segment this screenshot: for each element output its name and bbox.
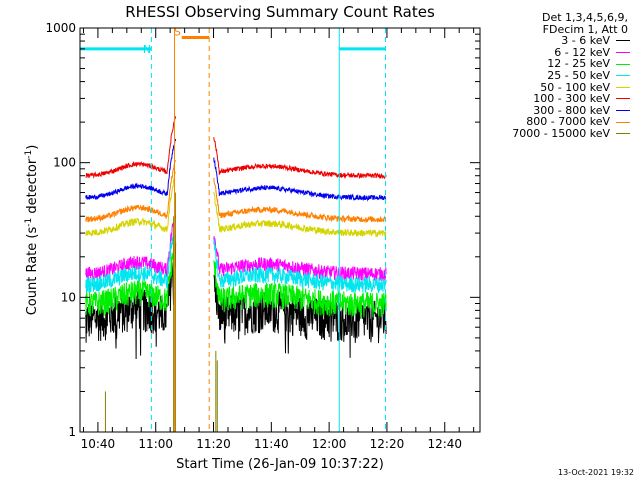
legend-entry-label: 3 - 6 keV — [561, 34, 610, 48]
legend-entry: 12 - 25 keV — [480, 58, 630, 70]
legend-entry-label: 100 - 300 keV — [533, 92, 610, 106]
plot-area: NS — [80, 26, 387, 432]
x-tick-label: 12:20 — [370, 437, 405, 451]
x-tick-label: 11:40 — [254, 437, 289, 451]
y-tick-label: 1 — [68, 425, 76, 439]
legend-entry: 6 - 12 keV — [480, 47, 630, 59]
legend-swatch — [616, 121, 630, 123]
y-axis-label: Count Rate (s-1 detector-1) — [24, 145, 40, 316]
series-line-post-gap — [213, 260, 387, 318]
legend-entry: 3 - 6 keV — [480, 35, 630, 47]
series-line-post-gap — [213, 238, 387, 294]
y-tick-label: 100 — [53, 156, 76, 170]
series-line-pre-gap — [85, 138, 177, 201]
legend-entry-label: 25 - 50 keV — [547, 68, 610, 82]
series-line-post-gap — [213, 137, 387, 180]
x-axis-label: Start Time (26-Jan-09 10:37:22) — [176, 457, 384, 472]
y-axis-label-main: Count Rate (s — [25, 227, 40, 316]
y-axis-label-end: ) — [25, 145, 40, 150]
series-line-pre-gap — [85, 159, 177, 223]
series-12-25kev — [85, 234, 387, 318]
legend-entry: 100 - 300 keV — [480, 93, 630, 105]
legend-swatch — [616, 86, 630, 88]
series-line-pre-gap — [85, 234, 177, 318]
y-axis-label-mid: detector — [25, 158, 40, 218]
x-tick-label: 12:40 — [427, 437, 462, 451]
legend-entry-label: 12 - 25 keV — [547, 57, 610, 71]
legend-entry: 300 - 800 keV — [480, 105, 630, 117]
flag-label-s: S — [174, 26, 181, 39]
flag-label-n: N — [143, 43, 151, 56]
legend-entry-label: 7000 - 15000 keV — [512, 126, 610, 140]
legend-swatch — [616, 52, 630, 54]
x-tick-label: 11:00 — [138, 437, 173, 451]
x-tick-label: 11:20 — [196, 437, 231, 451]
legend-entry: 7000 - 15000 keV — [480, 128, 630, 140]
x-tick-label: 12:00 — [312, 437, 347, 451]
legend-entry-label: 6 - 12 keV — [554, 45, 610, 59]
series-line-post-gap — [213, 236, 387, 282]
legend-swatch — [616, 63, 630, 65]
series-line-post-gap — [213, 177, 387, 224]
series-100-300kev — [85, 116, 387, 180]
series-800-7000kev — [85, 159, 387, 224]
legend-entry-label: 50 - 100 keV — [540, 80, 610, 94]
series-300-800kev — [85, 138, 387, 202]
series-50-100kev — [85, 171, 387, 238]
y-tick-label: 1000 — [45, 21, 76, 35]
legend-swatch — [616, 98, 630, 100]
series-25-50kev — [85, 217, 387, 294]
legend-entry: 50 - 100 keV — [480, 80, 630, 94]
y-axis-label-sup1: -1 — [24, 218, 34, 227]
legend-swatch — [616, 75, 630, 77]
plot-frame — [79, 27, 481, 433]
axes: 1 10 100 1000 10:40 11:00 11:20 11:40 12:00 12:20… — [45, 21, 481, 451]
y-tick-label: 10 — [61, 290, 76, 304]
series-line-pre-gap — [85, 217, 177, 293]
legend-swatch — [616, 110, 630, 112]
legend-entry: 800 - 7000 keV — [480, 116, 630, 128]
series-line-pre-gap — [85, 171, 177, 237]
series-line-post-gap — [213, 157, 387, 202]
series-line-post-gap — [213, 191, 387, 238]
legend-swatch — [616, 40, 630, 42]
y-axis-label-sup2: -1 — [24, 150, 34, 159]
legend: Det 1,3,4,5,6,9, FDecim 1, Att 0 3 - 6 k… — [480, 12, 630, 140]
chart-title: RHESSI Observing Summary Count Rates — [125, 3, 435, 21]
x-tick-label: 10:40 — [81, 437, 116, 451]
series-line-pre-gap — [85, 116, 177, 180]
legend-entries: 3 - 6 keV 6 - 12 keV 12 - 25 keV 25 - 50 ke… — [480, 35, 630, 139]
legend-entry: 25 - 50 keV — [480, 70, 630, 82]
series-7000-15000kev — [104, 192, 218, 432]
legend-entry-label: 800 - 7000 keV — [526, 115, 610, 129]
legend-swatch — [616, 133, 630, 135]
footer-timestamp: 13-Oct-2021 19:32 — [558, 468, 634, 477]
legend-entry-label: 300 - 800 keV — [533, 103, 610, 117]
legend-header-line-1: Det 1,3,4,5,6,9, — [541, 11, 628, 24]
legend-header-line-2: FDecim 1, Att 0 — [542, 22, 628, 36]
